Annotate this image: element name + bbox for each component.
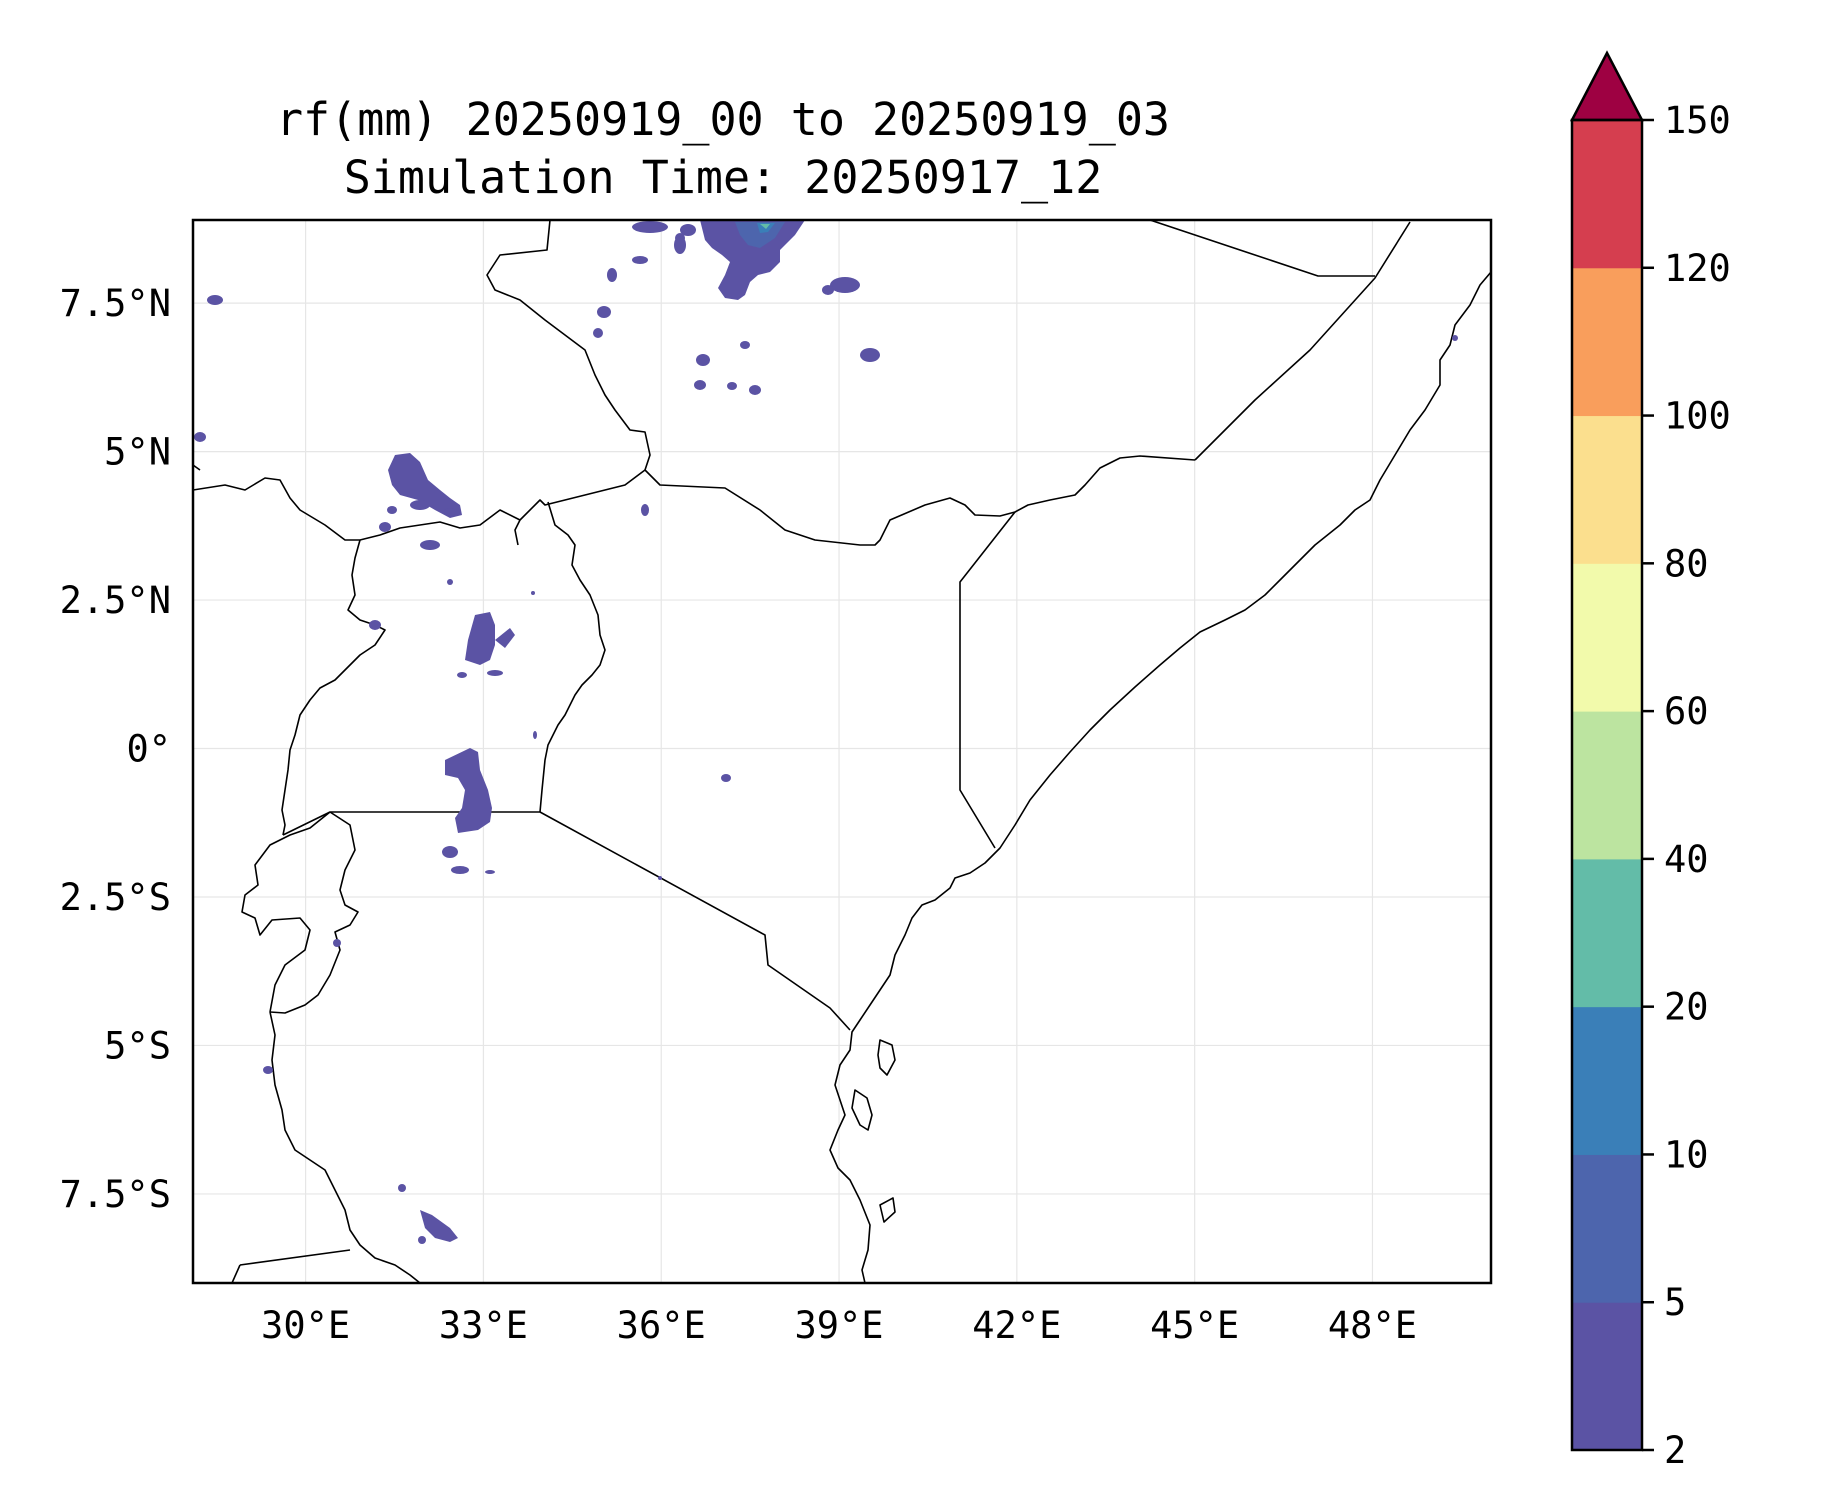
island-mafia [879, 1197, 896, 1223]
colorbar-tick-label: 2 [1664, 1429, 1686, 1472]
lat-tick-label: 7.5°S [60, 1173, 171, 1216]
lat-tick-label: 7.5°N [60, 282, 171, 325]
border-tanzania-north [282, 811, 851, 1031]
rain-area-ethiopia-core [735, 222, 785, 248]
lat-tick-labels: 7.5°N 5°N 2.5°N 0° 2.5°S 5°S 7.5°S [60, 282, 171, 1216]
rain-area-uganda [465, 612, 495, 665]
lat-tick-label: 5°S [104, 1024, 171, 1067]
colorbar-band [1572, 1006, 1642, 1155]
colorbar: 2 5 10 20 40 60 80 100 120 150 [1569, 50, 1731, 1472]
border-ethiopia-somalia-upper [1194, 221, 1411, 461]
lon-tick-label: 48°E [1328, 1304, 1417, 1347]
colorbar-tick-label: 5 [1664, 1281, 1686, 1324]
border-uganda-drc [281, 539, 386, 836]
rain-area-south-sudan [388, 453, 462, 518]
border-kenya-somalia [959, 511, 1016, 849]
lon-tick-label: 33°E [439, 1304, 528, 1347]
rain-area-tanzania [420, 1210, 458, 1242]
rain-area-lake-victoria [445, 748, 492, 833]
border-south-sudan-ethiopia [486, 220, 1196, 546]
colorbar-band [1572, 267, 1642, 417]
rain-area-ethiopia [700, 220, 805, 300]
map-borders [193, 220, 1491, 1283]
colorbar-band [1572, 120, 1642, 269]
border-drc-west [241, 811, 331, 1013]
coastline-somalia [829, 271, 1491, 1283]
lon-tick-label: 45°E [1150, 1304, 1239, 1347]
colorbar-band [1572, 563, 1642, 712]
border-uganda-kenya [539, 501, 606, 813]
map-frame [191, 218, 1493, 1285]
colorbar-band [1572, 1302, 1642, 1451]
island-pemba [877, 1039, 896, 1076]
island-zanzibar [851, 1089, 873, 1131]
lon-tick-labels: 30°E 33°E 36°E 39°E 42°E 45°E 48°E [261, 1304, 1417, 1347]
colorbar-extend-arrow [1569, 50, 1645, 122]
colorbar-band [1572, 415, 1642, 564]
colorbar-tick-label: 60 [1664, 690, 1709, 733]
border-eritrea-djibouti [1149, 220, 1375, 277]
map-title-line1: rf(mm) 20250919_00 to 20250919_03 [276, 93, 1170, 146]
colorbar-band [1572, 1154, 1642, 1303]
colorbar-tick-label: 20 [1664, 986, 1709, 1029]
lon-tick-label: 36°E [617, 1304, 706, 1347]
lon-tick-label: 42°E [972, 1304, 1061, 1347]
colorbar-tick-label: 40 [1664, 838, 1709, 881]
colorbar-tick-label: 80 [1664, 542, 1709, 585]
colorbar-band [1572, 858, 1642, 1008]
colorbar-tick-label: 120 [1664, 247, 1731, 290]
rain-areas [194, 220, 1458, 1244]
map-title-line2: Simulation Time: 20250917_12 [344, 151, 1103, 204]
rain-area-ethiopia-max [760, 224, 770, 229]
colorbar-tick-label: 10 [1664, 1133, 1709, 1176]
border-rwanda-burundi [269, 811, 359, 1014]
lat-tick-label: 2.5°S [60, 876, 171, 919]
lon-tick-label: 39°E [794, 1304, 883, 1347]
lat-tick-label: 5°N [104, 431, 171, 474]
lat-tick-label: 0° [126, 728, 171, 771]
border-kenya-north [514, 469, 646, 546]
border-zambia [239, 1249, 351, 1266]
colorbar-frame [1570, 118, 1644, 1452]
colorbar-tick-label: 150 [1664, 99, 1731, 142]
map-axes: 30°E 33°E 36°E 39°E 42°E 45°E 48°E 7.5°N 5°N 2.5… [60, 218, 1493, 1347]
border-zambia-south [231, 1264, 241, 1283]
lon-tick-label: 30°E [261, 1304, 350, 1347]
colorbar-band [1572, 711, 1642, 860]
colorbar-tick-label: 100 [1664, 395, 1731, 438]
lake-tanganyika-shore [269, 1011, 421, 1283]
lat-tick-label: 2.5°N [60, 579, 171, 622]
border-south-sudan-uganda [193, 477, 521, 541]
map-gridlines [193, 220, 1491, 1283]
